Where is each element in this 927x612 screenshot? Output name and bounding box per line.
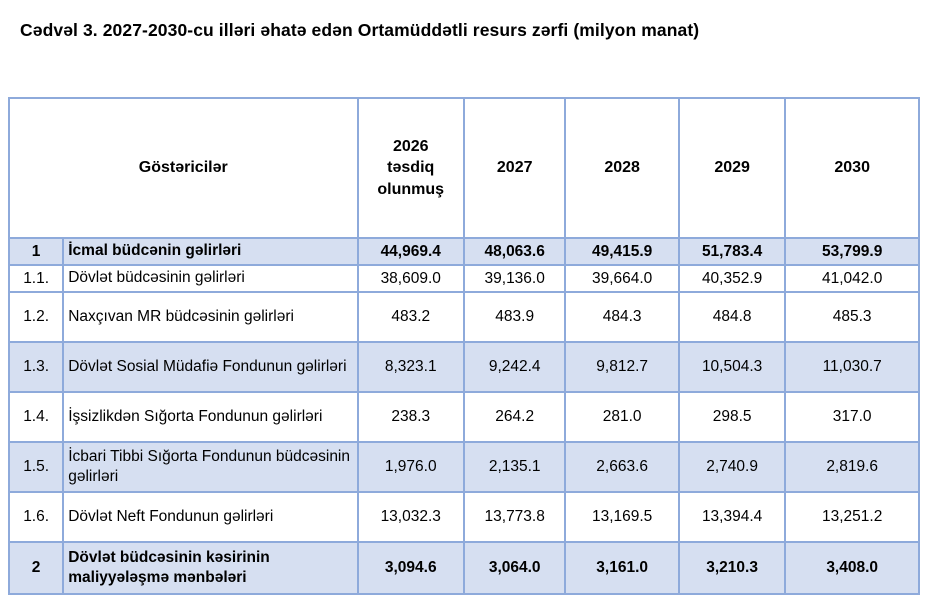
value-cell-2027: 48,063.6 bbox=[462, 237, 567, 266]
value-cell-2027: 9,242.4 bbox=[462, 341, 567, 393]
row-number-cell: 1.2. bbox=[7, 291, 65, 343]
header-indicators: Göstəricilər bbox=[8, 97, 359, 239]
value-cell-2029: 13,394.4 bbox=[677, 491, 787, 543]
value-cell-2030: 317.0 bbox=[784, 391, 920, 443]
value-cell-2029: 40,352.9 bbox=[677, 264, 787, 293]
value-cell-2026: 483.2 bbox=[356, 291, 465, 343]
value-cell-2028: 281.0 bbox=[564, 391, 680, 443]
value-cell-2026: 38,609.0 bbox=[356, 264, 465, 293]
table-header: Göstəricilər 2026 təsdiq olunmuş 2027 20… bbox=[8, 97, 920, 239]
value-cell-2030: 11,030.7 bbox=[784, 341, 920, 393]
row-number-cell: 2 bbox=[7, 541, 65, 595]
value-cell-2029: 2,740.9 bbox=[677, 441, 787, 493]
document-title: Cədvəl 3. 2027-2030-cu illəri əhatə edən… bbox=[20, 20, 700, 40]
value-cell-2027: 3,064.0 bbox=[462, 541, 567, 595]
table-row-unemployment-insurance-fund-revenues: 1.4. İşsizlikdən Sığorta Fondunun gəlirl… bbox=[7, 391, 920, 443]
indicator-name-cell: Dövlət Sosial Müdafiə Fondunun gəlirləri bbox=[62, 341, 359, 393]
indicator-name-cell: Naxçıvan MR büdcəsinin gəlirləri bbox=[62, 291, 359, 343]
indicator-name-cell: Dövlət büdcəsinin gəlirləri bbox=[62, 264, 359, 293]
header-2029: 2029 bbox=[677, 97, 787, 239]
value-cell-2026: 44,969.4 bbox=[356, 237, 465, 266]
table-row-nakhchivan-budget-revenues: 1.2. Naxçıvan MR büdcəsinin gəlirləri 48… bbox=[7, 291, 920, 343]
row-number-cell: 1.5. bbox=[7, 441, 65, 493]
value-cell-2028: 3,161.0 bbox=[564, 541, 680, 595]
header-2028: 2028 bbox=[564, 97, 680, 239]
value-cell-2029: 10,504.3 bbox=[677, 341, 787, 393]
value-cell-2030: 53,799.9 bbox=[784, 237, 920, 266]
value-cell-2030: 3,408.0 bbox=[784, 541, 920, 595]
value-cell-2028: 484.3 bbox=[564, 291, 680, 343]
table-row-oil-fund-revenues: 1.6. Dövlət Neft Fondunun gəlirləri 13,0… bbox=[7, 491, 920, 543]
value-cell-2026: 238.3 bbox=[356, 391, 465, 443]
header-2026-approved: 2026 təsdiq olunmuş bbox=[356, 97, 465, 239]
value-cell-2029: 3,210.3 bbox=[677, 541, 787, 595]
resource-envelope-table: Göstəricilər 2026 təsdiq olunmuş 2027 20… bbox=[7, 97, 920, 595]
value-cell-2028: 39,664.0 bbox=[564, 264, 680, 293]
row-number-cell: 1.6. bbox=[7, 491, 65, 543]
value-cell-2030: 2,819.6 bbox=[784, 441, 920, 493]
value-cell-2026: 13,032.3 bbox=[356, 491, 465, 543]
table-body: 1 İcmal büdcənin gəlirləri 44,969.4 48,0… bbox=[7, 237, 920, 595]
row-number-cell: 1.4. bbox=[7, 391, 65, 443]
indicator-name-cell: Dövlət Neft Fondunun gəlirləri bbox=[62, 491, 359, 543]
value-cell-2027: 264.2 bbox=[462, 391, 567, 443]
table-row-medical-insurance-fund-revenues: 1.5. İcbari Tibbi Sığorta Fondunun büdcə… bbox=[7, 441, 920, 493]
value-cell-2027: 483.9 bbox=[462, 291, 567, 343]
value-cell-2026: 1,976.0 bbox=[356, 441, 465, 493]
value-cell-2027: 2,135.1 bbox=[462, 441, 567, 493]
indicator-name-cell: İcmal büdcənin gəlirləri bbox=[62, 237, 359, 266]
value-cell-2029: 298.5 bbox=[677, 391, 787, 443]
value-cell-2029: 51,783.4 bbox=[677, 237, 787, 266]
value-cell-2028: 9,812.7 bbox=[564, 341, 680, 393]
table-row-deficit-financing-sources: 2 Dövlət büdcəsinin kəsirinin maliyyələş… bbox=[7, 541, 920, 595]
header-row: Göstəricilər 2026 təsdiq olunmuş 2027 20… bbox=[8, 97, 920, 239]
value-cell-2029: 484.8 bbox=[677, 291, 787, 343]
table-row-state-budget-revenues: 1.1. Dövlət büdcəsinin gəlirləri 38,609.… bbox=[7, 264, 920, 293]
value-cell-2026: 3,094.6 bbox=[356, 541, 465, 595]
row-number-cell: 1.1. bbox=[7, 264, 65, 293]
value-cell-2027: 13,773.8 bbox=[462, 491, 567, 543]
value-cell-2028: 13,169.5 bbox=[564, 491, 680, 543]
value-cell-2030: 13,251.2 bbox=[784, 491, 920, 543]
indicator-name-cell: İşsizlikdən Sığorta Fondunun gəlirləri bbox=[62, 391, 359, 443]
value-cell-2030: 485.3 bbox=[784, 291, 920, 343]
table-row-consolidated-revenues: 1 İcmal büdcənin gəlirləri 44,969.4 48,0… bbox=[7, 237, 920, 266]
indicator-name-cell: Dövlət büdcəsinin kəsirinin maliyyələşmə… bbox=[62, 541, 359, 595]
value-cell-2028: 2,663.6 bbox=[564, 441, 680, 493]
value-cell-2027: 39,136.0 bbox=[462, 264, 567, 293]
value-cell-2028: 49,415.9 bbox=[564, 237, 680, 266]
row-number-cell: 1 bbox=[7, 237, 65, 266]
indicator-name-cell: İcbari Tibbi Sığorta Fondunun büdcəsinin… bbox=[62, 441, 359, 493]
row-number-cell: 1.3. bbox=[7, 341, 65, 393]
value-cell-2030: 41,042.0 bbox=[784, 264, 920, 293]
header-2027: 2027 bbox=[462, 97, 567, 239]
table-row-social-protection-fund-revenues: 1.3. Dövlət Sosial Müdafiə Fondunun gəli… bbox=[7, 341, 920, 393]
header-2030: 2030 bbox=[784, 97, 920, 239]
value-cell-2026: 8,323.1 bbox=[356, 341, 465, 393]
